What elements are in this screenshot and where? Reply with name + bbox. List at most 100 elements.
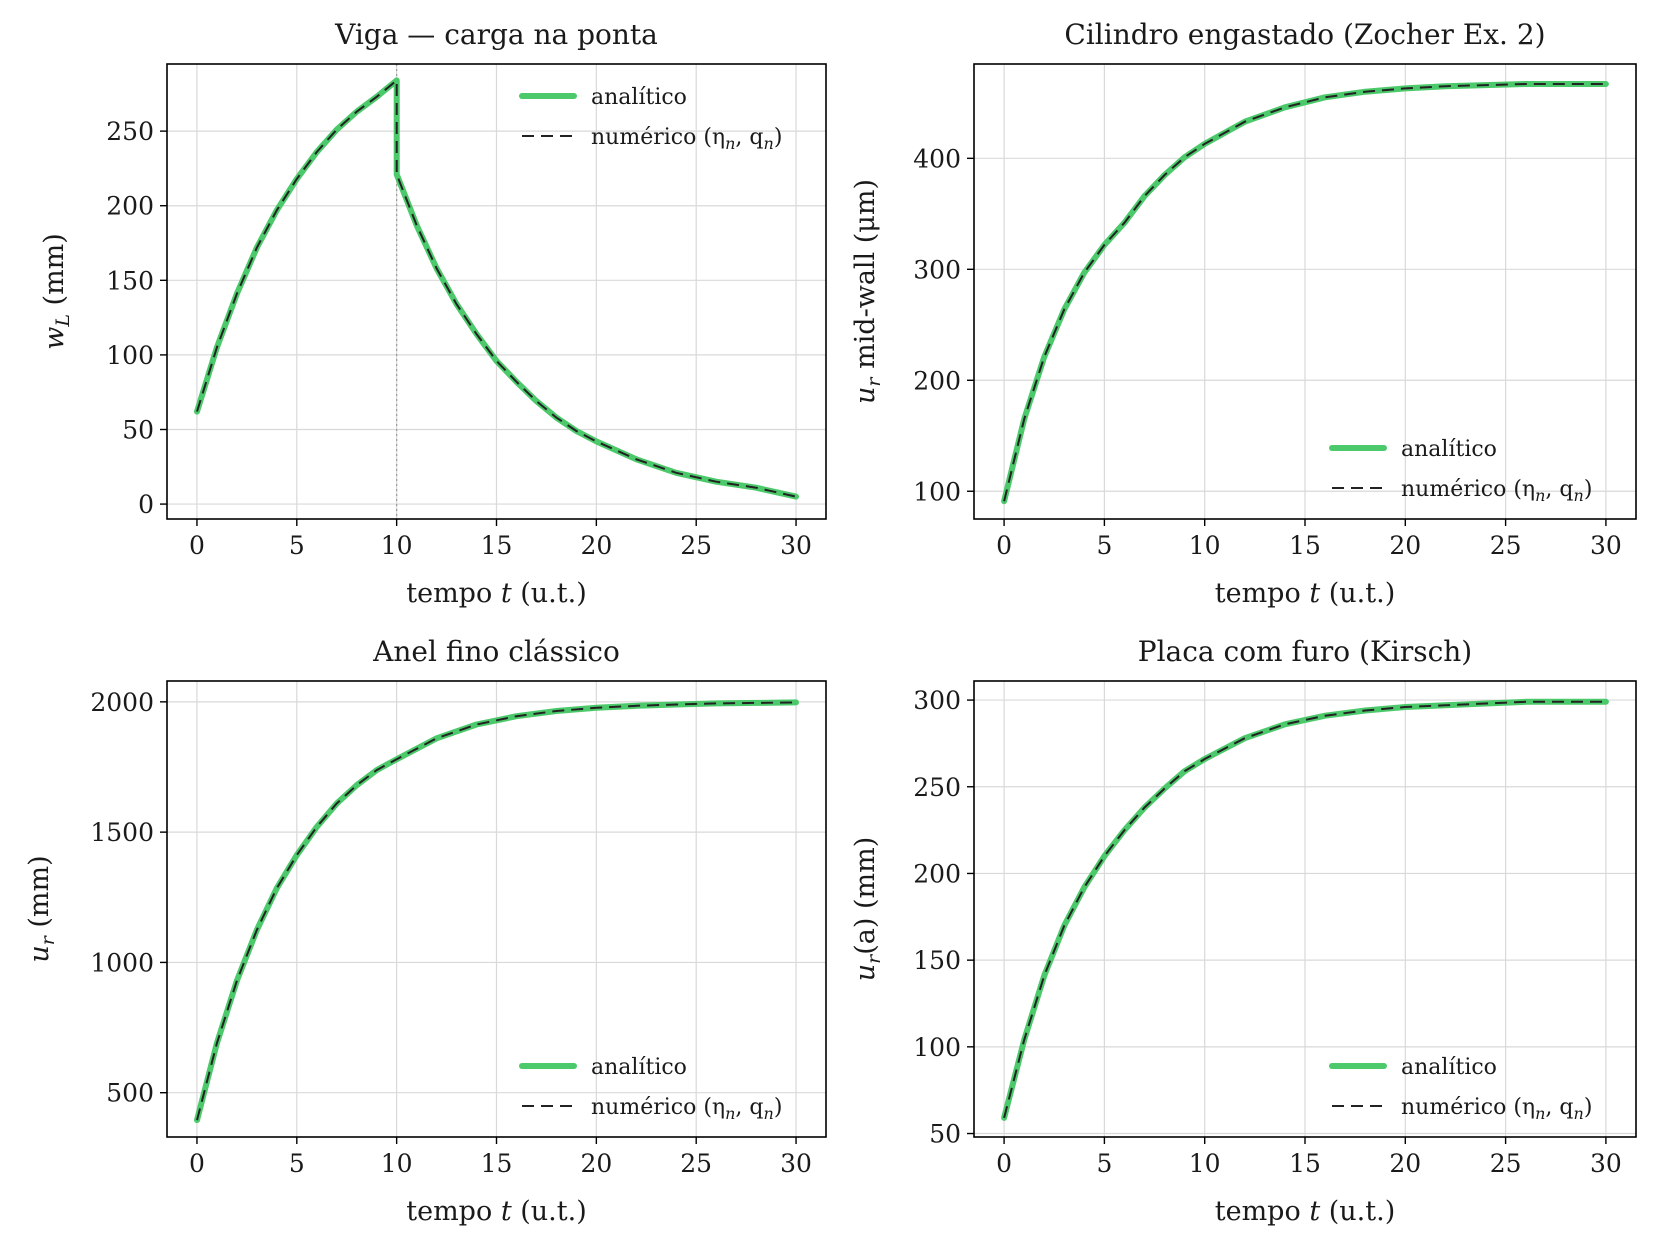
text-span: (a) (mm) [850,837,881,955]
text-span: tempo [406,1196,501,1227]
text-span: u [850,964,881,981]
x-tick-label: 15 [1289,531,1321,560]
chart-title: Viga — carga na ponta [334,18,658,51]
x-tick-label: 0 [189,1149,205,1178]
x-tick-label: 5 [289,531,305,560]
y-tick-label: 100 [913,1033,961,1062]
text-span: tempo [406,578,501,609]
x-tick-label: 15 [481,1149,513,1178]
y-tick-label: 250 [106,117,154,146]
legend-analitico-label: analítico [1401,437,1497,462]
y-tick-label: 1000 [90,948,154,977]
x-tick-label: 0 [996,1149,1012,1178]
text-span: numérico (η [1401,477,1535,502]
y-tick-label: 150 [913,946,961,975]
x-tick-label: 15 [481,531,513,560]
chart-title: Placa com furo (Kirsch) [1138,635,1472,668]
y-tick-label: 100 [913,477,961,506]
y-tick-label: 50 [122,415,154,444]
x-tick-label: 10 [1189,1149,1221,1178]
series-numerico-line [196,701,797,1121]
legend-numerico-label: numérico (ηn, qn) [1401,477,1592,505]
x-tick-label: 0 [996,531,1012,560]
text-span: n [725,1104,735,1123]
chart-panel-2: 0 5 10 15 20 25 30 100 200 300 400 Cilindro engasta… [850,18,1637,609]
text-span: ) [774,1095,783,1120]
legend-numerico-label: numérico (ηn, qn) [591,1095,782,1123]
text-span: u [24,945,55,962]
y-axis-label: ur(a) (mm) [850,837,885,982]
legend-analitico-label: analítico [591,1055,687,1080]
x-axis-label: tempo t (u.t.) [406,1196,586,1227]
x-tick-label: 30 [780,1149,812,1178]
y-tick-label: 100 [106,341,154,370]
x-tick-label: 10 [381,1149,413,1178]
text-span: r [37,934,59,945]
series-numerico-line [196,78,797,498]
x-tick-label: 25 [1490,531,1522,560]
text-span: t [501,1196,512,1227]
x-tick-label: 25 [680,1149,712,1178]
x-tick-label: 5 [289,1149,305,1178]
legend-analitico-label: analítico [591,85,687,110]
text-span: w [39,327,70,350]
y-tick-label: 2000 [90,688,154,717]
text-span: tempo [1215,1196,1310,1227]
y-tick-label: 200 [106,192,154,221]
chart-panel-3: 0 5 10 15 20 25 30 500 1000 1500 2000 Anel fino clá… [24,635,827,1227]
text-span: n [1535,1104,1545,1123]
x-tick-label: 25 [1490,1149,1522,1178]
text-span: ) [1584,1095,1593,1120]
text-span: , q [1545,477,1573,502]
text-span: numérico (η [591,125,725,150]
text-span: (mm) [24,855,55,936]
legend-numerico-label: numérico (ηn, qn) [591,125,782,153]
text-span: n [764,1104,774,1123]
chart-title: Anel fino clássico [372,635,620,668]
text-span: , q [735,1095,763,1120]
text-span: numérico (η [591,1095,725,1120]
text-span: n [1535,486,1545,505]
text-span: mid-wall (μm) [850,179,881,378]
x-tick-label: 30 [1590,531,1622,560]
x-tick-label: 30 [1590,1149,1622,1178]
y-axis-label: ur mid-wall (μm) [850,179,885,404]
y-tick-label: 500 [106,1079,154,1108]
y-tick-label: 250 [913,773,961,802]
x-axis-label: tempo t (u.t.) [406,578,586,609]
y-tick-label: 1500 [90,818,154,847]
y-tick-label: 200 [913,366,961,395]
x-tick-label: 0 [189,531,205,560]
text-span: (u.t.) [1320,578,1395,609]
text-span: ) [774,125,783,150]
text-span: t [1309,578,1320,609]
x-tick-label: 10 [381,531,413,560]
text-span: tempo [1215,578,1310,609]
text-span: n [1574,486,1584,505]
x-tick-label: 15 [1289,1149,1321,1178]
x-tick-label: 5 [1096,1149,1112,1178]
x-tick-label: 25 [680,531,712,560]
y-tick-label: 50 [929,1120,961,1149]
y-axis-label: wL (mm) [39,233,74,350]
text-span: (u.t.) [1320,1196,1395,1227]
series-numerico-line [1003,700,1606,1119]
text-span: , q [1545,1095,1573,1120]
x-tick-label: 20 [1389,1149,1421,1178]
y-tick-label: 150 [106,266,154,295]
text-span: r [863,953,885,964]
x-tick-label: 5 [1096,531,1112,560]
y-tick-label: 300 [913,255,961,284]
text-span: n [764,134,774,153]
text-span: (u.t.) [512,578,587,609]
text-span: (mm) [39,233,70,314]
x-tick-label: 20 [580,1149,612,1178]
text-span: u [850,387,881,404]
legend-analitico-label: analítico [1401,1055,1497,1080]
text-span: t [501,578,512,609]
y-tick-label: 300 [913,686,961,715]
